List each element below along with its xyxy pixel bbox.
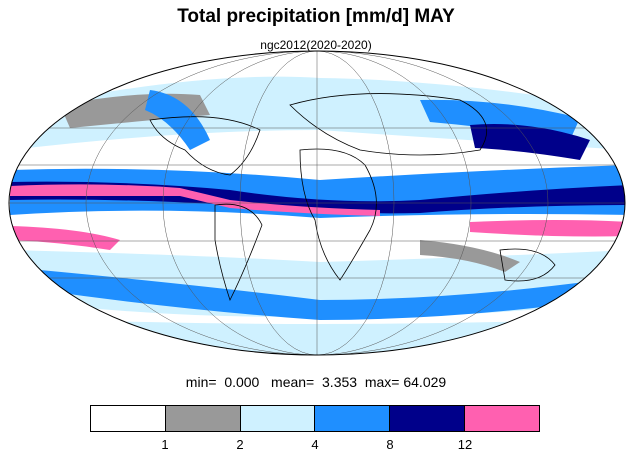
atlantic-storm-track <box>145 90 210 150</box>
min-value: 0.000 <box>224 374 260 390</box>
statistics-line: min= 0.000 mean= 3.353 max= 64.029 <box>0 374 632 390</box>
eurasia-outline <box>289 93 488 156</box>
colorbar-swatch-2 <box>165 406 241 431</box>
colorbar-swatch-1 <box>91 406 166 431</box>
colorbar-swatch-4 <box>315 406 391 431</box>
south-pacific-pink <box>10 226 120 250</box>
north-dark-patch-1 <box>470 124 590 160</box>
australia-outline <box>499 248 556 282</box>
indian-ocean-pink <box>470 220 625 237</box>
max-label: max= <box>364 374 400 390</box>
south-america-outline <box>214 203 263 302</box>
max-value: 64.029 <box>403 374 447 390</box>
colorbar <box>90 405 540 432</box>
colorbar-swatch-6 <box>465 406 539 431</box>
colorbar-swatch-3 <box>240 406 316 431</box>
precipitation-map <box>8 50 626 356</box>
colorbar-tick-4: 8 <box>386 437 394 452</box>
colorbar-swatch-5 <box>390 406 466 431</box>
itcz-pink-band <box>10 184 380 216</box>
mean-label: mean= <box>271 374 315 390</box>
graticule <box>9 51 625 355</box>
south-blue-band <box>40 270 600 320</box>
colorbar-tick-1: 1 <box>161 437 169 452</box>
north-america-outline <box>149 116 261 176</box>
antarctic-band <box>10 318 625 355</box>
africa-outline <box>299 148 377 281</box>
colorbar-tick-5: 12 <box>457 437 473 452</box>
colorbar-tick-2: 2 <box>236 437 244 452</box>
map-title: Total precipitation [mm/d] MAY <box>177 6 455 27</box>
south-gray-patch <box>420 240 520 272</box>
mean-value: 3.353 <box>322 374 358 390</box>
globe-outline <box>8 50 626 356</box>
map-subtitle: ngc2012(2020-2020) <box>260 38 372 52</box>
map-fill-layer <box>9 51 625 355</box>
min-label: min= <box>185 374 217 390</box>
colorbar-tick-3: 4 <box>311 437 319 452</box>
